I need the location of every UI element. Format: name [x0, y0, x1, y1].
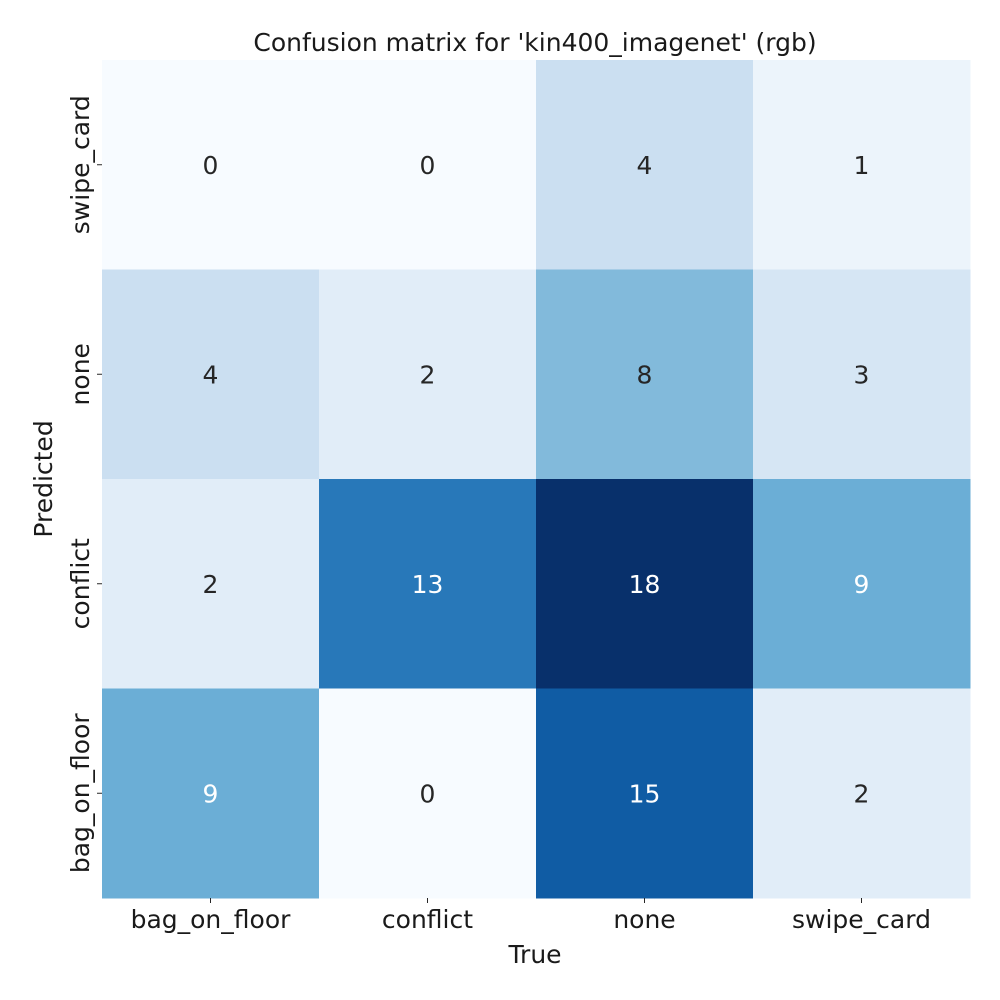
cell-value-label: 0 — [420, 779, 436, 808]
heatmap-cell — [319, 60, 537, 270]
x-tick-label: conflict — [382, 905, 473, 934]
heatmap-cell — [319, 479, 537, 689]
cell-value-label: 13 — [412, 570, 444, 599]
cell-value-label: 2 — [203, 570, 219, 599]
heatmap-cell — [753, 269, 971, 480]
heatmap-cell — [536, 269, 754, 480]
x-axis-ticks: bag_on_floor conflict none swipe_card — [131, 898, 931, 934]
y-tick-label: bag_on_floor — [66, 713, 95, 874]
cell-value-label: 0 — [203, 151, 219, 180]
heatmap-cell — [753, 479, 971, 689]
cell-value-label: 9 — [854, 570, 870, 599]
cell-value-label: 1 — [854, 151, 870, 180]
cell-value-label: 8 — [637, 360, 653, 389]
heatmap-cell — [102, 688, 320, 899]
heatmap-cell — [536, 60, 754, 270]
heatmap-cell — [536, 688, 754, 899]
heatmap-cell — [102, 60, 320, 270]
x-axis-label: True — [507, 940, 561, 969]
cell-value-label: 4 — [637, 151, 653, 180]
cell-value-label: 2 — [854, 779, 870, 808]
chart-title: Confusion matrix for 'kin400_imagenet' (… — [253, 28, 816, 57]
cell-value-label: 4 — [203, 360, 219, 389]
cell-value-label: 15 — [629, 779, 661, 808]
cell-value-label: 9 — [203, 779, 219, 808]
y-tick-label: none — [66, 343, 95, 405]
x-tick-label: none — [613, 905, 675, 934]
heatmap-cell — [753, 60, 971, 270]
heatmap-cell — [319, 688, 537, 899]
cell-value-label: 3 — [854, 360, 870, 389]
heatmap-cell — [753, 688, 971, 899]
cell-value-label: 2 — [420, 360, 436, 389]
heatmap-cell — [102, 269, 320, 480]
y-tick-label: swipe_card — [66, 95, 95, 234]
y-tick-label: conflict — [66, 538, 95, 629]
heatmap-cell — [536, 479, 754, 689]
x-tick-label: bag_on_floor — [131, 905, 292, 934]
x-tick-label: swipe_card — [792, 905, 931, 934]
y-axis-label: Predicted — [29, 420, 58, 537]
heatmap-cell — [102, 479, 320, 689]
cell-value-label: 18 — [629, 570, 661, 599]
heatmap-cell — [319, 269, 537, 480]
heatmap-cells: 0 0 4 1 4 2 8 3 2 13 18 9 9 0 15 2 — [102, 60, 971, 899]
cell-value-label: 0 — [420, 151, 436, 180]
